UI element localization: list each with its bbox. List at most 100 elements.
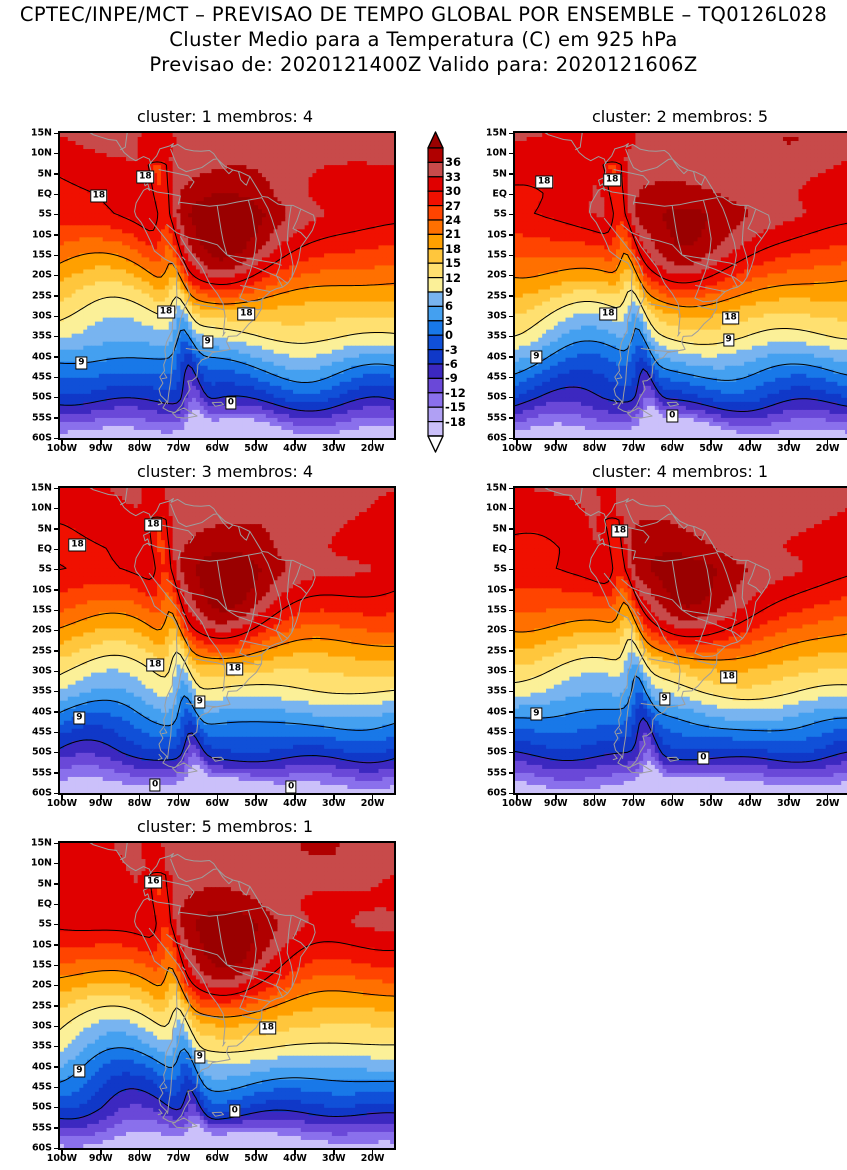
y-axis-tick-label: EQ	[455, 189, 507, 200]
contour-label: 0	[229, 1104, 241, 1118]
x-axis-tick-mark	[294, 795, 296, 800]
y-axis-tick-label: EQ	[0, 899, 52, 910]
cluster-panel-1: cluster: 1 membros: 4 18 18 18 18 9 9 0 15N 10N 5N…	[0, 105, 404, 460]
y-axis-tick-label: 5N	[0, 878, 52, 889]
y-axis-tick-mark	[54, 335, 59, 338]
panel-title-4: cluster: 4 membros: 1	[513, 462, 847, 481]
x-axis-tick-mark	[100, 795, 102, 800]
y-axis-tick-mark	[54, 609, 59, 611]
x-axis-tick-mark	[61, 795, 63, 800]
y-axis-tick-label: 35S	[0, 686, 52, 697]
contour-label: 18	[599, 307, 617, 321]
y-axis-tick-label: 15S	[455, 605, 507, 616]
y-axis-tick-mark	[509, 234, 514, 236]
y-axis-tick-label: 15N	[0, 128, 52, 139]
y-axis-tick-label: 60S	[0, 1143, 52, 1154]
cluster-panel-5: cluster: 5 membros: 1 16 18 9 9 0 15N 10N 5N EQ 5S…	[0, 815, 404, 1170]
x-axis-tick-mark	[333, 1150, 335, 1155]
x-axis-tick-label: 70W	[622, 443, 646, 454]
x-axis-tick-label: 50W	[699, 443, 723, 454]
y-axis-tick-label: 5N	[0, 523, 52, 534]
y-axis-tick-label: 25S	[0, 290, 52, 301]
x-axis-tick-mark	[371, 795, 374, 800]
x-axis-tick-mark	[255, 1150, 257, 1155]
y-axis-tick-mark	[54, 193, 59, 195]
y-axis-tick-label: 10S	[455, 584, 507, 595]
x-axis-tick-mark	[177, 440, 180, 445]
x-axis-tick-mark	[632, 795, 635, 800]
y-axis-tick-label: 25S	[455, 645, 507, 656]
y-axis-tick-mark	[54, 629, 59, 632]
y-axis-tick-label: 15S	[455, 250, 507, 261]
y-axis-tick-mark	[509, 711, 514, 713]
x-axis-tick-label: 100W	[502, 443, 532, 454]
y-axis-tick-label: 35S	[455, 331, 507, 342]
y-axis-tick-mark	[54, 964, 59, 966]
map-plot-area-3	[58, 486, 396, 795]
colorbar-tick-label: 24	[445, 213, 461, 227]
y-axis-tick-mark	[54, 315, 59, 317]
y-axis-tick-label: 45S	[455, 372, 507, 383]
y-axis-tick-mark	[509, 213, 514, 216]
x-axis-tick-mark	[710, 440, 712, 445]
contour-label: 9	[530, 707, 542, 721]
x-axis-tick-label: 90W	[544, 443, 568, 454]
y-axis-tick-label: 5S	[455, 564, 507, 575]
y-axis-tick-mark	[54, 944, 59, 946]
contour-label: 9	[201, 335, 214, 349]
colorbar-tick-label: -15	[445, 400, 466, 414]
y-axis-tick-mark	[509, 335, 514, 338]
y-axis-tick-mark	[54, 903, 59, 905]
y-axis-tick-label: 25S	[0, 1000, 52, 1011]
y-axis-tick-label: 5N	[0, 168, 52, 179]
x-axis-tick-mark	[255, 440, 257, 445]
y-axis-tick-mark	[54, 1086, 59, 1088]
contour-label: 18	[144, 518, 162, 532]
panel-title-2: cluster: 2 membros: 5	[513, 107, 847, 126]
y-axis-tick-mark	[54, 792, 59, 794]
colorbar-tick-label: 3	[445, 314, 453, 328]
contour-label: 18	[721, 311, 740, 325]
colorbar-tick-label: 36	[445, 155, 461, 169]
contour-label: 18	[535, 175, 553, 189]
panel-title-3: cluster: 3 membros: 4	[58, 462, 392, 481]
y-axis-tick-mark	[509, 731, 514, 733]
x-axis-tick-mark	[749, 440, 751, 445]
colorbar-tick-label: 0	[445, 328, 453, 342]
y-axis-tick-label: 45S	[455, 727, 507, 738]
y-axis-tick-mark	[54, 1025, 59, 1027]
x-axis-tick-label: 60W	[205, 798, 229, 809]
y-axis-tick-label: 50S	[455, 392, 507, 403]
y-axis-tick-mark	[54, 568, 59, 571]
y-axis-tick-mark	[509, 792, 514, 794]
y-axis-tick-mark	[509, 690, 514, 693]
y-axis-tick-mark	[509, 396, 514, 399]
y-axis-tick-mark	[54, 923, 59, 926]
contour-label: 9	[530, 350, 542, 364]
x-axis-tick-mark	[371, 440, 374, 445]
y-axis-tick-label: 60S	[0, 433, 52, 444]
contour-label: 18	[146, 658, 164, 672]
y-axis-tick-label: 10S	[0, 584, 52, 595]
x-axis-tick-mark	[593, 795, 596, 800]
y-axis-tick-mark	[54, 650, 59, 652]
y-axis-tick-mark	[54, 152, 59, 155]
colorbar-tick-label: 33	[445, 170, 461, 184]
y-axis-tick-label: 10N	[0, 503, 52, 514]
y-axis-tick-mark	[54, 1106, 59, 1109]
x-axis-tick-label: 60W	[205, 443, 229, 454]
y-axis-tick-label: 35S	[455, 686, 507, 697]
x-axis-tick-mark	[177, 1150, 180, 1155]
colorbar-tick-label: 12	[445, 271, 461, 285]
y-axis-tick-label: 35S	[0, 1041, 52, 1052]
y-axis-tick-mark	[54, 396, 59, 399]
y-axis-tick-mark	[54, 1066, 59, 1068]
contour-label: 18	[603, 173, 621, 187]
x-axis-tick-mark	[61, 1150, 63, 1155]
y-axis-tick-label: 50S	[0, 1102, 52, 1113]
y-axis-tick-label: 50S	[455, 747, 507, 758]
colorbar: 36 33 30 27 24 21 18 15 12 9 6 3 0 -3 -6 -9 -12 -15 -18	[427, 131, 487, 455]
colorbar-tick-label: -9	[445, 371, 458, 385]
x-axis-tick-label: 20W	[816, 798, 840, 809]
y-axis-tick-mark	[54, 751, 59, 754]
